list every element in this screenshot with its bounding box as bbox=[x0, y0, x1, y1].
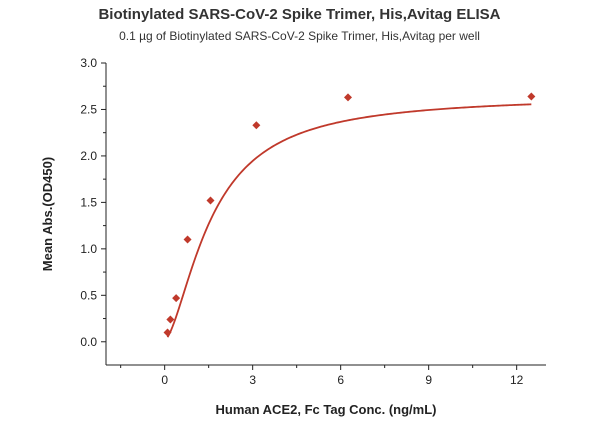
x-tick-label: 9 bbox=[425, 373, 432, 387]
x-tick-label: 6 bbox=[337, 373, 344, 387]
data-point bbox=[163, 328, 172, 337]
y-tick-label: 2.5 bbox=[80, 102, 97, 116]
y-tick-label: 1.0 bbox=[80, 242, 97, 256]
y-tick-label: 2.0 bbox=[80, 149, 97, 163]
fit-curve bbox=[166, 103, 532, 338]
x-tick-label: 3 bbox=[249, 373, 256, 387]
y-tick-label: 0.0 bbox=[80, 335, 97, 349]
data-point bbox=[206, 196, 215, 205]
data-point bbox=[166, 315, 175, 324]
data-point bbox=[344, 93, 352, 102]
data-point bbox=[252, 121, 261, 130]
x-tick-label: 12 bbox=[510, 373, 524, 387]
y-axis-title: Mean Abs.(OD450) bbox=[40, 157, 55, 271]
chart-title: Biotinylated SARS-CoV-2 Spike Trimer, Hi… bbox=[98, 6, 501, 23]
y-tick-label: 0.5 bbox=[80, 288, 97, 302]
data-points bbox=[163, 92, 536, 337]
data-point bbox=[183, 235, 192, 244]
axes: 0.0 0.5 1.0 1.5 2.0 2.5 3.0 0 3 6 9 12 bbox=[80, 56, 546, 387]
x-tick-label: 0 bbox=[161, 373, 168, 387]
y-tick-label: 1.5 bbox=[80, 195, 97, 209]
fit-curve-group bbox=[166, 103, 532, 338]
chart-subtitle: 0.1 µg of Biotinylated SARS-CoV-2 Spike … bbox=[119, 29, 480, 43]
x-axis-title: Human ACE2, Fc Tag Conc. (ng/mL) bbox=[215, 402, 436, 417]
y-tick-label: 3.0 bbox=[80, 56, 97, 70]
data-point bbox=[172, 294, 181, 303]
data-point bbox=[527, 92, 536, 101]
